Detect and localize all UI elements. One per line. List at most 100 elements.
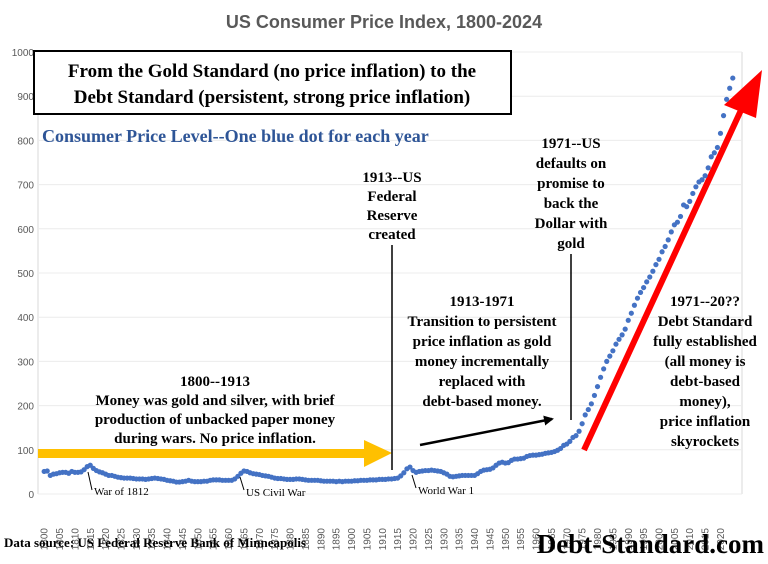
headline-line-1: From the Gold Standard (no price inflati… <box>68 61 476 82</box>
debt-line-3: fully established <box>653 334 757 350</box>
debt-line-2: Debt Standard <box>658 314 753 330</box>
x-tick-label: 1995 <box>639 528 650 551</box>
headline-box <box>33 50 512 115</box>
x-tick-label: 2000 <box>654 528 665 551</box>
debt-line-7: price inflation <box>660 414 751 430</box>
debt-standard-annotation: 1971--20?? Debt Standard fully establish… <box>653 294 757 450</box>
transition-annotation: 1913-1971 Transition to persistent price… <box>408 294 557 410</box>
transition-line-4: money incrementally <box>415 354 550 370</box>
default-line-5: Dollar with <box>535 216 608 232</box>
y-tick-label: 1000 <box>12 48 35 59</box>
cpi-dot <box>625 317 631 323</box>
cpi-dot <box>601 366 607 372</box>
cpi-dot <box>656 256 662 262</box>
y-tick-label: 700 <box>17 181 34 192</box>
x-tick-label: 1925 <box>424 528 435 551</box>
cpi-dot <box>631 302 638 308</box>
debt-line-8: skyrockets <box>671 434 739 450</box>
y-tick-label: 900 <box>17 92 34 103</box>
cpi-dot <box>668 229 674 235</box>
cpi-dot <box>647 274 653 280</box>
gold-line-1: 1800--1913 <box>180 374 250 390</box>
cpi-dot <box>699 177 705 183</box>
debt-standard-arrow <box>581 70 762 452</box>
x-tick-label: 1915 <box>393 528 404 551</box>
transition-line-5: replaced with <box>439 374 526 390</box>
x-tick-label: 1845 <box>178 528 189 551</box>
x-tick-label: 1920 <box>409 528 420 551</box>
cpi-dot <box>634 295 641 301</box>
transition-line-3: price inflation as gold <box>413 334 552 350</box>
x-tick-label: 1950 <box>501 528 512 551</box>
cpi-dot <box>711 150 717 156</box>
y-tick-label: 0 <box>28 490 34 501</box>
cpi-dot <box>567 438 573 444</box>
gold-standard-arrow <box>38 440 392 467</box>
cpi-dot <box>714 144 721 151</box>
x-tick-label: 1865 <box>239 528 250 551</box>
default-line-6: gold <box>557 236 585 252</box>
x-tick-label: 1800 <box>40 528 51 551</box>
debt-line-4: (all money is <box>665 354 746 370</box>
x-tick-label: 1885 <box>301 528 312 551</box>
cpi-dot <box>641 284 647 291</box>
cpi-dot <box>720 113 727 119</box>
x-tick-label: 1940 <box>470 528 481 551</box>
cpi-dot <box>690 190 696 197</box>
cpi-dot <box>674 219 681 225</box>
x-tick-label: 1905 <box>362 528 373 551</box>
cpi-dot <box>622 326 628 332</box>
cpi-dot <box>730 75 736 81</box>
cpi-dot <box>604 358 610 364</box>
transition-arrow <box>419 415 554 447</box>
cpi-dot <box>650 268 656 274</box>
cpi-dot <box>407 464 413 470</box>
civil-war-callout: US Civil War <box>239 476 306 499</box>
cpi-dot <box>585 406 591 413</box>
x-tick-label: 1810 <box>70 528 81 551</box>
y-tick-label: 800 <box>17 136 34 147</box>
cpi-dot <box>613 341 619 347</box>
debt-line-1: 1971--20?? <box>670 294 740 310</box>
x-tick-label: 1855 <box>209 528 220 551</box>
cpi-dot <box>662 243 668 250</box>
cpi-dot <box>594 383 601 390</box>
default-line-4: back the <box>544 196 599 212</box>
cpi-dot <box>637 289 644 296</box>
civil-war-label: US Civil War <box>246 487 306 499</box>
cpi-dot <box>44 468 50 474</box>
war-1812-label: War of 1812 <box>94 486 149 498</box>
world-war-callout: World War 1 <box>411 474 474 497</box>
cpi-dot <box>628 310 634 316</box>
x-axis-ticks: 1800 1805 1810 1815 1820 1825 1830 1835 1840 1845… <box>40 528 727 551</box>
cpi-dot <box>693 184 699 190</box>
x-tick-label: 1935 <box>455 528 466 551</box>
x-tick-label: 1990 <box>624 528 635 551</box>
x-tick-label: 1980 <box>593 528 604 551</box>
headline-line-2: Debt Standard (persistent, strong price … <box>74 87 471 108</box>
x-tick-label: 1820 <box>101 528 112 551</box>
x-tick-label: 1890 <box>316 528 327 551</box>
y-tick-label: 600 <box>17 225 34 236</box>
x-tick-label: 1965 <box>547 528 558 551</box>
cpi-dot <box>619 332 625 338</box>
war-1812-callout: War of 1812 <box>87 471 149 498</box>
x-tick-label: 1975 <box>578 528 589 551</box>
gold-line-2: Money was gold and silver, with brief <box>95 393 335 409</box>
x-tick-label: 1955 <box>516 528 527 551</box>
y-tick-label: 500 <box>17 269 34 280</box>
debt-line-5: debt-based <box>670 374 741 390</box>
cpi-dot <box>665 237 671 243</box>
x-tick-label: 1970 <box>562 528 573 551</box>
cpi-dot <box>724 96 730 102</box>
cpi-dot <box>616 336 622 342</box>
cpi-dot <box>717 130 724 136</box>
x-tick-label: 1850 <box>193 528 204 551</box>
cpi-dot <box>708 154 714 160</box>
cpi-dot <box>610 348 616 354</box>
debt-line-6: money), <box>679 394 730 410</box>
gold-line-4: during wars. No price inflation. <box>114 431 316 447</box>
x-tick-label: 1910 <box>378 528 389 551</box>
x-tick-label: 1825 <box>117 528 128 551</box>
